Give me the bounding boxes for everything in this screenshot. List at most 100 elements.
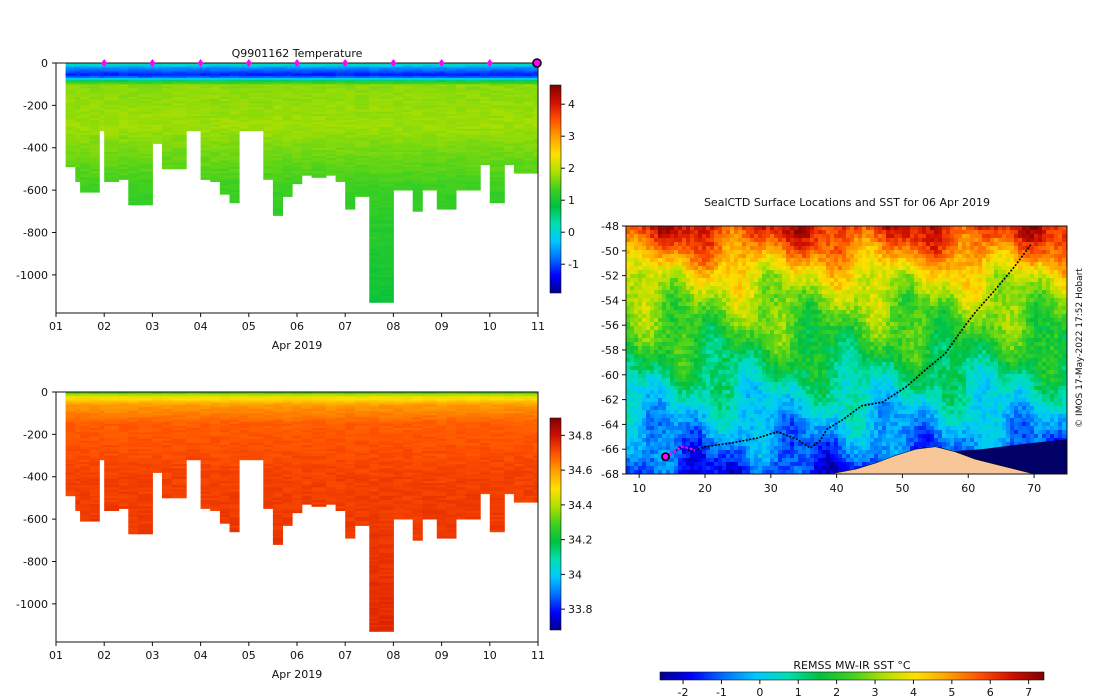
profile-cell [369,257,380,261]
profile-cell [489,109,505,113]
profile-cell [436,470,447,473]
profile-cell [229,166,240,170]
profile-cell [80,510,91,514]
profile-cell [200,413,211,416]
profile-cell [465,398,481,401]
profile-cell [171,92,187,96]
profile-cell [229,455,240,459]
profile-cell [272,79,283,83]
profile-cell [325,120,336,123]
profile-cell [152,413,163,416]
profile-cell [465,438,481,442]
profile-cell [311,474,327,478]
profile-cell [229,451,240,454]
x-tick-label: 10 [483,320,497,333]
profile-cell [378,86,394,89]
profile-cell [282,442,293,446]
profile-cell [412,512,423,516]
profile-cell [75,179,81,182]
profile-cell [263,177,274,180]
profile-cell [403,69,414,72]
profile-cell [171,436,187,439]
profile-cell [248,425,264,429]
profile-cell [403,124,414,127]
profile-cell [513,75,524,79]
profile-cell [393,105,404,108]
profile-cell [171,402,187,406]
profile-cell [533,164,538,168]
profile-cell [219,432,230,435]
profile-cell [282,489,293,492]
profile-cell [292,483,303,486]
profile-cell [335,457,346,461]
profile-cell [446,107,457,110]
profile-cell [378,464,394,467]
profile-cell [292,141,303,144]
profile-cell [301,491,312,495]
profile-cell [378,508,394,511]
profile-cell [263,124,274,127]
profile-cell [99,402,105,406]
profile-cell [489,181,505,185]
profile-cell [335,425,346,429]
profile-cell [89,400,100,403]
salinity-panel: 0-200-400-600-800-1000 01 02 03 04 05 06 07 08 0… [16,386,592,681]
profile-cell [210,508,221,511]
profile-cell [171,408,187,412]
profile-cell [137,156,153,159]
profile-cell [210,105,221,108]
profile-cell [128,141,139,144]
profile-cell [369,461,380,465]
profile-cell [162,90,173,93]
profile-cell [393,408,404,412]
profile-cell [369,396,380,399]
profile-cell [75,141,81,144]
profile-cell [311,487,327,490]
profile-cell [292,402,303,406]
profile-cell [412,457,423,461]
profile-cell [422,415,438,418]
profile-cell [369,599,380,603]
profile-cell [378,445,394,448]
profile-cell [378,548,394,552]
profile-cell [128,175,139,178]
profile-cell [446,510,457,514]
profile-cell [229,517,240,520]
profile-cell [354,63,370,66]
profile-cell [523,166,534,170]
profile-cell [489,173,505,176]
profile-cell [80,185,91,189]
profile-cell [263,483,274,486]
profile-cell [80,160,91,163]
profile-cell [282,160,293,163]
profile-cell [210,158,221,161]
profile-cell [325,94,336,98]
profile-cell [152,67,163,70]
profile-cell [422,168,438,172]
profile-cell [118,466,129,469]
profile-cell [378,141,394,144]
profile-cell [378,474,394,478]
profile-cell [369,500,380,503]
profile-cell [186,116,202,119]
profile-cell [128,63,139,66]
profile-cell [210,455,221,459]
profile-cell [128,451,139,454]
profile-cell [89,105,100,108]
profile-cell [412,82,423,85]
profile-cell [393,514,404,518]
profile-cell [239,124,250,127]
profile-cell [89,485,100,488]
profile-cell [219,466,230,469]
profile-cell [489,105,505,108]
profile-cell [152,73,163,77]
profile-cell [412,408,423,412]
profile-cell [465,500,481,503]
profile-cell [89,145,100,149]
profile-cell [504,141,515,144]
profile-cell [137,406,153,410]
profile-cell [446,461,457,465]
profile-cell [378,394,394,397]
profile-cell [533,90,538,93]
profile-cell [229,71,240,74]
